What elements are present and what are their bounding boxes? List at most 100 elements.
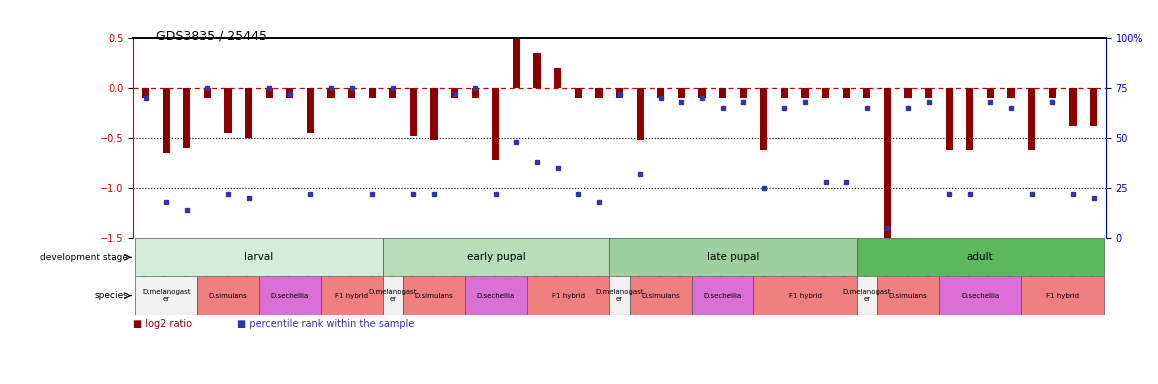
- Bar: [698, 88, 705, 98]
- Bar: [780, 88, 787, 98]
- Text: GSM436098: GSM436098: [699, 240, 704, 276]
- Text: F1 hybrid: F1 hybrid: [335, 293, 368, 299]
- Text: GSM436091: GSM436091: [205, 240, 210, 276]
- Text: GSM436090: GSM436090: [906, 240, 910, 276]
- Text: larval: larval: [244, 252, 273, 262]
- Bar: [857, 238, 1104, 276]
- Text: species: species: [95, 291, 129, 300]
- Text: GSM436086: GSM436086: [638, 240, 643, 276]
- Bar: [609, 276, 630, 315]
- Bar: [328, 88, 335, 98]
- Text: D.sechellia: D.sechellia: [703, 293, 741, 299]
- Bar: [1007, 88, 1014, 98]
- Bar: [1028, 88, 1035, 150]
- Text: GSM436836: GSM436836: [988, 240, 992, 276]
- Bar: [925, 88, 932, 98]
- Text: GSM436834: GSM436834: [761, 240, 767, 276]
- Text: GSM436857: GSM436857: [844, 240, 849, 276]
- Bar: [382, 276, 403, 315]
- Bar: [966, 88, 974, 150]
- Bar: [946, 88, 953, 150]
- Text: D.simulans: D.simulans: [888, 293, 928, 299]
- Bar: [452, 88, 459, 98]
- Text: GSM435987: GSM435987: [144, 240, 148, 276]
- Bar: [1049, 88, 1056, 98]
- Bar: [801, 88, 808, 98]
- Text: D.melanogast
er: D.melanogast er: [595, 289, 644, 302]
- Bar: [349, 88, 356, 98]
- Bar: [321, 276, 382, 315]
- Bar: [534, 53, 541, 88]
- Text: development stage: development stage: [41, 253, 129, 262]
- Text: D.simulans: D.simulans: [642, 293, 680, 299]
- Bar: [574, 88, 582, 98]
- Bar: [616, 88, 623, 98]
- Bar: [368, 88, 376, 98]
- Bar: [197, 276, 259, 315]
- Text: GSM436842: GSM436842: [369, 240, 375, 276]
- Text: GSM436085: GSM436085: [617, 240, 622, 276]
- Text: GSM436832: GSM436832: [535, 240, 540, 276]
- Text: GSM436848: GSM436848: [555, 240, 560, 276]
- Bar: [527, 276, 609, 315]
- Text: F1 hybrid: F1 hybrid: [551, 293, 585, 299]
- Bar: [754, 276, 857, 315]
- Text: GSM436833: GSM436833: [741, 240, 746, 276]
- Bar: [286, 88, 293, 98]
- Bar: [135, 276, 197, 315]
- Text: D.sechellia: D.sechellia: [961, 293, 999, 299]
- Text: F1 hybrid: F1 hybrid: [1046, 293, 1079, 299]
- Text: D.sechellia: D.sechellia: [271, 293, 309, 299]
- Text: GSM436841: GSM436841: [349, 240, 354, 276]
- Text: GSM436093: GSM436093: [247, 240, 251, 276]
- Text: GSM436101: GSM436101: [947, 240, 952, 276]
- Bar: [431, 88, 438, 140]
- Text: GSM436079: GSM436079: [184, 240, 189, 276]
- Text: GSM436102: GSM436102: [967, 240, 973, 276]
- Bar: [245, 88, 252, 138]
- Text: ■ percentile rank within the sample: ■ percentile rank within the sample: [237, 319, 415, 329]
- Text: GSM436084: GSM436084: [432, 240, 437, 276]
- Text: late pupal: late pupal: [706, 252, 758, 262]
- Bar: [471, 88, 479, 98]
- Bar: [382, 238, 609, 276]
- Text: GSM436854: GSM436854: [802, 240, 807, 276]
- Bar: [677, 88, 686, 98]
- Text: GSM436827: GSM436827: [266, 240, 272, 276]
- Text: D.melanogast
er: D.melanogast er: [368, 289, 417, 302]
- Text: GSM436850: GSM436850: [576, 240, 581, 276]
- Text: GSM436856: GSM436856: [823, 240, 828, 276]
- Bar: [857, 276, 877, 315]
- Text: GSM436078: GSM436078: [163, 240, 169, 276]
- Bar: [904, 88, 911, 98]
- Text: GSM437041: GSM437041: [1050, 240, 1055, 276]
- Text: D.melanogast
er: D.melanogast er: [843, 289, 892, 302]
- Text: GSM436837: GSM436837: [1009, 240, 1013, 276]
- Text: GSM436088: GSM436088: [864, 240, 870, 276]
- Bar: [259, 276, 321, 315]
- Bar: [987, 88, 994, 98]
- Bar: [183, 88, 190, 148]
- Text: GSM436087: GSM436087: [658, 240, 664, 276]
- Bar: [1069, 88, 1077, 126]
- Bar: [1090, 88, 1097, 126]
- Bar: [513, 38, 520, 88]
- Bar: [403, 276, 466, 315]
- Bar: [466, 276, 527, 315]
- Text: GSM437092: GSM437092: [1091, 240, 1095, 276]
- Bar: [630, 276, 691, 315]
- Text: early pupal: early pupal: [467, 252, 526, 262]
- Text: F1 hybrid: F1 hybrid: [789, 293, 821, 299]
- Text: GSM436828: GSM436828: [287, 240, 292, 276]
- Text: GSM436096: GSM436096: [472, 240, 478, 276]
- Bar: [410, 88, 417, 136]
- Bar: [265, 88, 273, 98]
- Bar: [691, 276, 754, 315]
- Bar: [939, 276, 1021, 315]
- Bar: [595, 88, 602, 98]
- Bar: [609, 238, 857, 276]
- Bar: [225, 88, 232, 133]
- Text: D.melanogast
er: D.melanogast er: [142, 289, 190, 302]
- Bar: [740, 88, 747, 98]
- Text: ■ log2 ratio: ■ log2 ratio: [133, 319, 192, 329]
